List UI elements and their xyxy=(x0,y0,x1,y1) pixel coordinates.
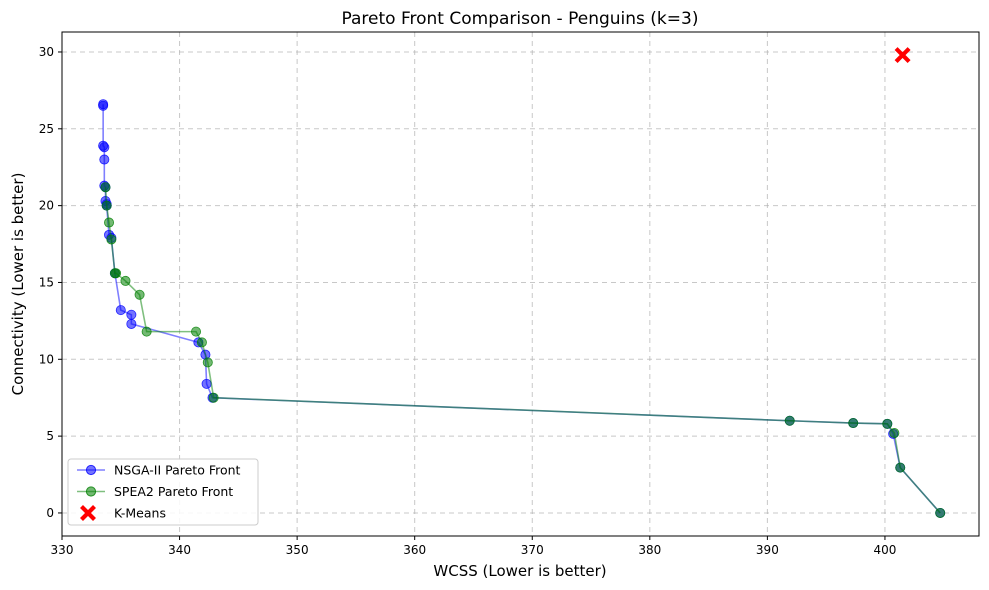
x-tick-label: 340 xyxy=(168,543,191,557)
spea2-pareto-front-point xyxy=(104,217,115,228)
nsga-ii-pareto-front-point xyxy=(99,142,110,153)
x-tick-label: 400 xyxy=(873,543,896,557)
legend: NSGA-II Pareto Front SPEA2 Pareto Front K-… xyxy=(67,458,259,526)
y-tick-label: 20 xyxy=(39,199,54,213)
spea2-pareto-front-point xyxy=(935,507,946,518)
plot-data xyxy=(98,47,946,518)
spea2-pareto-front-point xyxy=(882,418,893,429)
k-means-legend-label: K-Means xyxy=(114,506,166,521)
spea2-pareto-front-point xyxy=(100,182,111,193)
y-tick-label: 10 xyxy=(39,352,54,366)
spea2-pareto-front-point xyxy=(848,418,859,429)
spea2-pareto-front-legend-marker xyxy=(85,486,97,497)
spea2-pareto-front-point xyxy=(101,200,112,211)
spea2-pareto-front-point xyxy=(889,428,900,439)
spea2-pareto-front-point xyxy=(191,326,202,337)
nsga-ii-pareto-front-legend-marker xyxy=(85,464,97,476)
y-axis-title: Connectivity (Lower is better) xyxy=(9,173,27,396)
plot-frame xyxy=(61,31,980,537)
x-tick-label: 380 xyxy=(638,543,661,557)
x-tick-label: 330 xyxy=(51,543,74,557)
spea2-pareto-front-point xyxy=(106,234,117,245)
spea2-pareto-front-point xyxy=(208,392,219,403)
spea2-pareto-front-series xyxy=(100,182,946,518)
spea2-pareto-front-point xyxy=(134,289,145,300)
chart-title: Pareto Front Comparison - Penguins (k=3) xyxy=(342,9,699,29)
spea2-pareto-front-legend-label: SPEA2 Pareto Front xyxy=(114,484,233,499)
legend-frame xyxy=(67,458,259,526)
k-means-legend-marker xyxy=(80,505,96,521)
y-tick-label: 25 xyxy=(39,122,54,136)
spea2-pareto-front-point xyxy=(196,337,207,348)
nsga-ii-pareto-front-point xyxy=(98,100,109,111)
spea2-pareto-front-point xyxy=(202,357,213,368)
k-means-series xyxy=(894,47,911,64)
x-tick-label: 390 xyxy=(756,543,779,557)
nsga-ii-pareto-front-point xyxy=(115,305,126,316)
y-tick-label: 15 xyxy=(39,275,54,289)
nsga-ii-pareto-front-point xyxy=(126,318,137,329)
nsga-ii-pareto-front-point xyxy=(126,309,137,320)
spea2-pareto-front-point xyxy=(111,268,122,279)
spea2-pareto-front-point xyxy=(120,275,131,286)
spea2-pareto-front-point xyxy=(141,326,152,337)
y-axis: 0 5 10 15 20 25 30 xyxy=(39,45,62,520)
x-tick-label: 360 xyxy=(403,543,426,557)
y-tick-label: 0 xyxy=(46,506,54,520)
x-tick-label: 370 xyxy=(521,543,544,557)
x-axis: 330 340 350 360 370 380 390 400 xyxy=(51,536,896,557)
spea2-pareto-front-point xyxy=(784,415,795,426)
nsga-ii-pareto-front-legend-label: NSGA-II Pareto Front xyxy=(114,463,241,478)
spea2-pareto-front-point xyxy=(895,462,906,473)
y-tick-label: 5 xyxy=(46,429,54,443)
x-tick-label: 350 xyxy=(286,543,309,557)
y-tick-label: 30 xyxy=(39,45,54,59)
nsga-ii-pareto-front-point xyxy=(201,378,212,389)
nsga-ii-pareto-front-point xyxy=(99,154,110,165)
x-axis-title: WCSS (Lower is better) xyxy=(433,562,606,580)
k-means-marker xyxy=(894,47,911,64)
